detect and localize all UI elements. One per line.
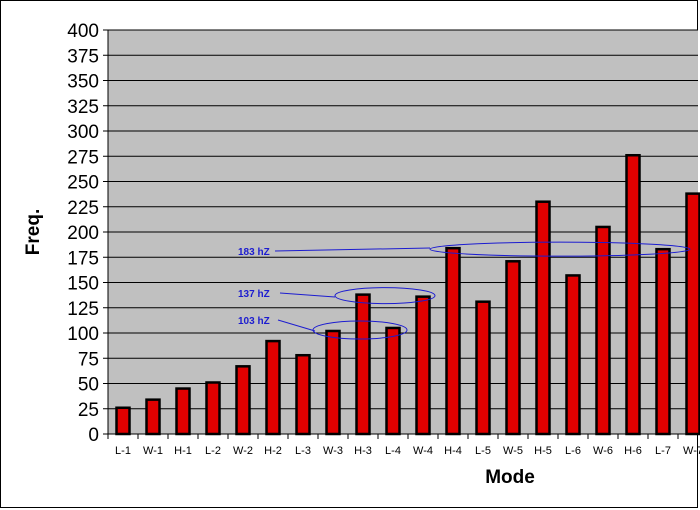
x-tick-label: L-6 xyxy=(565,445,581,457)
y-tick-label: 300 xyxy=(67,122,99,143)
x-tick-label: W-3 xyxy=(323,445,343,457)
x-tick-label: L-4 xyxy=(385,445,401,457)
x-axis-title: Mode xyxy=(485,467,535,488)
x-tick-label: H-5 xyxy=(534,445,552,457)
y-axis-title: Freq. xyxy=(23,209,44,255)
bar xyxy=(625,153,641,436)
bar xyxy=(175,387,191,436)
annotation-ellipse xyxy=(312,320,408,340)
y-tick-label: 350 xyxy=(67,72,99,93)
x-tick-label: W-7 xyxy=(683,445,700,457)
x-tick-label: H-2 xyxy=(264,445,282,457)
bars xyxy=(115,153,700,436)
bar xyxy=(145,398,161,436)
x-tick-label: H-3 xyxy=(354,445,372,457)
y-tick-label: 25 xyxy=(78,400,99,421)
y-tick-label: 200 xyxy=(67,223,99,244)
y-tick-label: 400 xyxy=(67,21,99,42)
annotation-label: 103 hZ xyxy=(238,316,270,327)
x-tick-labels: L-1 W-1 H-1 L-2 W-2 H-2 L-3 W-3 H-3 L-4 W-4 H-4 L-5 W… xyxy=(107,434,700,457)
bar xyxy=(385,326,401,436)
bar xyxy=(265,339,281,436)
x-tick-label: W-4 xyxy=(413,445,433,457)
x-tick-label: L-3 xyxy=(295,445,311,457)
x-tick-label: L-1 xyxy=(115,445,131,457)
bar xyxy=(355,293,371,436)
y-tick-label: 225 xyxy=(67,198,99,219)
y-tick-label: 0 xyxy=(88,425,99,446)
bar xyxy=(295,353,311,436)
bar xyxy=(655,247,671,436)
y-tick-label: 175 xyxy=(67,248,99,269)
y-tick-labels: 0 25 50 75 100 125 150 175 200 225 250 275 300 325 350… xyxy=(67,21,108,446)
y-tick-label: 125 xyxy=(67,299,99,320)
y-tick-label: 375 xyxy=(67,46,99,67)
annotations: 183 hZ 137 hZ 103 hZ xyxy=(238,241,691,340)
bar xyxy=(415,295,431,436)
annotation-line xyxy=(277,319,316,332)
annotation-ellipse xyxy=(334,287,436,305)
bar xyxy=(535,200,551,436)
bar xyxy=(115,406,131,436)
y-tick-label: 100 xyxy=(67,324,99,345)
x-tick-label: L-7 xyxy=(655,445,671,457)
bar xyxy=(475,300,491,436)
y-tick-label: 250 xyxy=(67,173,99,194)
bar xyxy=(595,225,611,436)
x-tick-label: W-5 xyxy=(503,445,523,457)
annotation-line xyxy=(279,292,336,298)
bar xyxy=(565,274,581,436)
annotation-line xyxy=(274,247,431,252)
y-tick-label: 50 xyxy=(78,375,99,396)
x-tick-label: W-6 xyxy=(593,445,613,457)
bar xyxy=(445,246,461,436)
x-tick-label: W-1 xyxy=(143,445,163,457)
bar xyxy=(205,381,221,436)
x-tick-label: H-1 xyxy=(174,445,192,457)
annotation-label: 183 hZ xyxy=(238,247,270,258)
y-tick-label: 325 xyxy=(67,97,99,118)
annotation-label: 137 hZ xyxy=(238,289,270,300)
x-tick-label: L-5 xyxy=(475,445,491,457)
y-tick-label: 75 xyxy=(78,349,99,370)
x-tick-label: W-2 xyxy=(233,445,253,457)
annotation-ellipse xyxy=(429,241,691,257)
y-tick-label: 275 xyxy=(67,147,99,168)
x-tick-label: H-4 xyxy=(444,445,462,457)
y-tick-label: 150 xyxy=(67,274,99,295)
x-tick-label: H-6 xyxy=(624,445,642,457)
bar xyxy=(685,192,700,436)
bar xyxy=(325,329,341,436)
x-tick-label: L-2 xyxy=(205,445,221,457)
bar xyxy=(505,260,521,436)
bar xyxy=(235,365,251,436)
